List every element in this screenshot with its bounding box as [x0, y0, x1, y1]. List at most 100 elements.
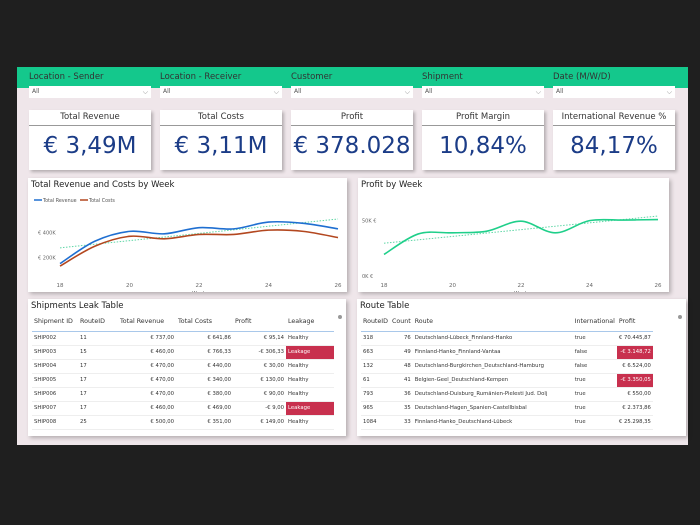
- slicer-value: All: [294, 88, 302, 95]
- dashboard: Location - Sender All ⌵ Location - Receiver…: [17, 67, 688, 445]
- table-cell: 76: [390, 331, 413, 346]
- series-line-total-costs: [59, 229, 339, 267]
- table-cell: 663: [361, 345, 390, 360]
- table-cell: Healthy: [286, 331, 334, 346]
- kpi-title: Profit Margin: [422, 110, 544, 126]
- header-row: Shipment ID RouteID Total Revenue Total Cos…: [32, 313, 334, 332]
- table-row[interactable]: 1084 33 Finnland-Hanko_Deutschland-Lübeck t…: [361, 415, 653, 430]
- slicer-label: Location - Sender: [29, 72, 104, 82]
- table-cell: 15: [78, 345, 118, 360]
- slicer-label: Customer: [291, 72, 333, 82]
- column-header[interactable]: Total Revenue: [118, 313, 176, 332]
- table-cell: 48: [390, 359, 413, 374]
- table-cell: true: [572, 373, 617, 388]
- column-header[interactable]: International: [572, 313, 617, 332]
- table-cell: Healthy: [286, 415, 334, 430]
- chevron-down-icon: ⌵: [404, 88, 410, 96]
- slicer: Location - Sender All ⌵: [29, 70, 151, 98]
- table-cell: € 460,00: [118, 345, 176, 360]
- column-header[interactable]: Route: [412, 313, 573, 332]
- table-cell: € 340,00: [176, 373, 233, 388]
- table-cell: true: [572, 331, 617, 346]
- table-cell: SHIP003: [32, 345, 78, 360]
- x-tick-label: 18: [381, 283, 388, 289]
- table-cell: € 95,14: [233, 331, 286, 346]
- column-header[interactable]: Count: [390, 313, 413, 332]
- table-row[interactable]: SHIP005 17 € 470,00 € 340,00 € 130,00 Healthy: [32, 373, 334, 388]
- table-row[interactable]: 132 48 Deutschland-Burgkirchen_Deutschland…: [361, 359, 653, 374]
- table-cell: -€ 3.148,72: [616, 345, 653, 360]
- table-cell: 33: [390, 415, 413, 430]
- table-cell: SHIP006: [32, 387, 78, 402]
- table-row[interactable]: 61 41 Belgien-Geel_Deutschland-Kempen true -…: [361, 373, 653, 388]
- filter-bar: [17, 67, 688, 88]
- profit-chart: Profit by Week 0K € 50K € 18 20 22 24 26 Week: [358, 178, 669, 292]
- column-header[interactable]: Leakage: [286, 313, 334, 332]
- series-line-profit: [383, 218, 659, 256]
- table-cell: Healthy: [286, 373, 334, 388]
- table-cell: 17: [78, 401, 118, 416]
- slicer-dropdown[interactable]: All ⌵: [422, 86, 544, 98]
- table-row[interactable]: 965 35 Deutschland-Hagen_Spanien-Castellbi…: [361, 401, 653, 416]
- x-axis-label: Week: [514, 291, 528, 292]
- table-row[interactable]: 318 76 Deutschland-Lübeck_Finnland-Hanko tr…: [361, 331, 653, 346]
- chart-title: Profit by Week: [361, 180, 423, 190]
- table-row[interactable]: SHIP002 11 € 737,00 € 641,86 € 95,14 Healthy: [32, 331, 334, 346]
- table-cell: € 130,00: [233, 373, 286, 388]
- slicer-dropdown[interactable]: All ⌵: [29, 86, 151, 98]
- table-cell: Healthy: [286, 359, 334, 374]
- chevron-down-icon: ⌵: [535, 88, 541, 96]
- column-header[interactable]: Profit: [616, 313, 653, 332]
- table-row[interactable]: 793 36 Deutschland-Duisburg_Rumänien-Piele…: [361, 387, 653, 402]
- table-row[interactable]: SHIP004 17 € 470,00 € 440,00 € 30,00 Healthy: [32, 359, 334, 374]
- table-row[interactable]: SHIP003 15 € 460,00 € 766,33 -€ 306,33 Leakag…: [32, 345, 334, 360]
- header-row: RouteID Count Route International Profit: [361, 313, 653, 332]
- table-row[interactable]: 663 49 Finnland-Hanko_Finnland-Vantaa false…: [361, 345, 653, 360]
- slicer-dropdown[interactable]: All ⌵: [160, 86, 282, 98]
- table-cell: € 641,86: [176, 331, 233, 346]
- table-cell: € 470,00: [118, 373, 176, 388]
- table-cell: € 30,00: [233, 359, 286, 374]
- table-cell: 25: [78, 415, 118, 430]
- y-tick-label: € 200K: [38, 255, 56, 261]
- table-cell: € 149,00: [233, 415, 286, 430]
- x-tick-label: 22: [518, 283, 525, 289]
- column-header[interactable]: RouteID: [78, 313, 118, 332]
- table-cell: SHIP007: [32, 401, 78, 416]
- table-row[interactable]: SHIP007 17 € 460,00 € 469,00 -€ 9,00 Leakage: [32, 401, 334, 416]
- kpi-card: Total Revenue € 3,49M: [29, 110, 151, 170]
- more-options-icon[interactable]: [678, 315, 682, 319]
- legend-label: Total Costs: [88, 198, 115, 204]
- table-cell: -€ 306,33: [233, 345, 286, 360]
- slicer: Location - Receiver All ⌵: [160, 70, 282, 98]
- table-row[interactable]: SHIP006 17 € 470,00 € 380,00 € 90,00 Healthy: [32, 387, 334, 402]
- y-tick-label: 0K €: [362, 274, 373, 280]
- table-cell: Finnland-Hanko_Finnland-Vantaa: [412, 345, 573, 360]
- column-header[interactable]: Total Costs: [176, 313, 233, 332]
- x-tick-label: 24: [586, 283, 593, 289]
- table-cell: SHIP008: [32, 415, 78, 430]
- more-options-icon[interactable]: [338, 315, 342, 319]
- slicer-dropdown[interactable]: All ⌵: [553, 86, 675, 98]
- table-cell: € 470,00: [118, 387, 176, 402]
- table-cell: Leakage: [286, 345, 334, 360]
- slicer-value: All: [32, 88, 40, 95]
- table-cell: 35: [390, 401, 413, 416]
- chevron-down-icon: ⌵: [142, 88, 148, 96]
- slicer-label: Shipment: [422, 72, 463, 82]
- slicer-dropdown[interactable]: All ⌵: [291, 86, 413, 98]
- table-cell: € 440,00: [176, 359, 233, 374]
- table-cell: Belgien-Geel_Deutschland-Kempen: [412, 373, 573, 388]
- column-header[interactable]: Shipment ID: [32, 313, 78, 332]
- table-cell: € 380,00: [176, 387, 233, 402]
- table-title: Shipments Leak Table: [31, 301, 124, 311]
- slicer: Date (M/W/D) All ⌵: [553, 70, 675, 98]
- column-header[interactable]: RouteID: [361, 313, 390, 332]
- table-row[interactable]: SHIP008 25 € 500,00 € 351,00 € 149,00 Healthy: [32, 415, 334, 430]
- table-cell: € 766,33: [176, 345, 233, 360]
- table-cell: € 2.373,86: [616, 401, 653, 416]
- column-header[interactable]: Profit: [233, 313, 286, 332]
- table-cell: € 737,00: [118, 331, 176, 346]
- table-cell: € 70.445,87: [616, 331, 653, 346]
- slicer-value: All: [425, 88, 433, 95]
